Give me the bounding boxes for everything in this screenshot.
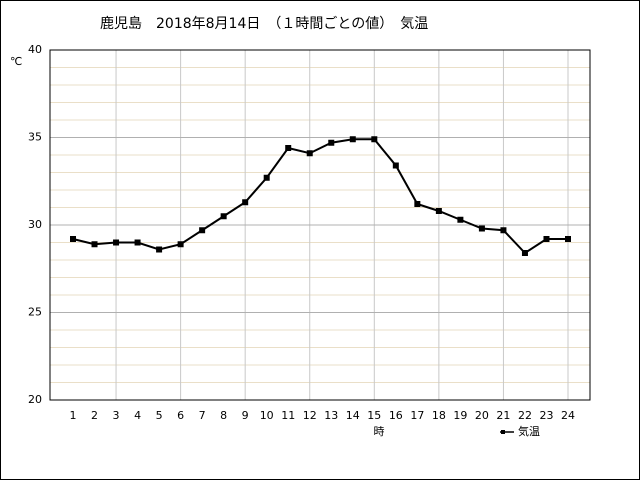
x-tick-label: 6 — [177, 409, 184, 422]
marker — [70, 236, 76, 242]
x-tick-label: 5 — [156, 409, 163, 422]
x-tick-label: 22 — [518, 409, 532, 422]
x-tick-label: 24 — [561, 409, 575, 422]
x-tick-label: 15 — [367, 409, 381, 422]
marker — [435, 208, 442, 214]
marker — [521, 250, 528, 256]
y-tick-label: 40 — [28, 43, 42, 56]
marker — [306, 150, 313, 157]
x-tick-label: 7 — [199, 409, 206, 422]
marker — [285, 145, 292, 151]
x-tick-label: 10 — [260, 409, 274, 422]
line — [72, 138, 568, 255]
x-tick-label: 3 — [113, 409, 120, 422]
marker — [565, 236, 571, 242]
marker — [242, 199, 249, 206]
marker — [349, 136, 356, 143]
y-tick-label: 20 — [28, 393, 42, 406]
y-axis-label: ℃ — [10, 55, 22, 68]
marker — [478, 225, 485, 232]
plot-border — [49, 49, 591, 401]
x-tick-label: 23 — [539, 409, 553, 422]
x-axis-label: 時 — [374, 425, 385, 438]
y-tick-label: 35 — [28, 131, 42, 144]
x-tick-label: 12 — [303, 409, 317, 422]
marker — [414, 201, 421, 207]
x-tick-label: 13 — [324, 409, 338, 422]
x-tick-label: 18 — [432, 409, 446, 422]
legend-label: 気温 — [518, 424, 540, 438]
marker — [500, 227, 507, 234]
x-tick-label: 8 — [220, 409, 227, 422]
x-tick-label: 16 — [389, 409, 403, 422]
marker — [328, 139, 335, 146]
x-tick-label: 20 — [475, 409, 489, 422]
y-tick-label: 30 — [28, 218, 42, 231]
marker — [134, 239, 141, 246]
x-tick-label: 21 — [496, 409, 510, 422]
x-tick-label: 1 — [70, 409, 77, 422]
x-tick-label: 2 — [91, 409, 98, 422]
marker — [263, 174, 270, 181]
y-tick-label: 25 — [28, 306, 42, 319]
marker — [392, 162, 399, 169]
x-tick-label: 14 — [346, 409, 360, 422]
marker — [371, 136, 378, 143]
chart-title: 鹿児島 2018年8月14日 （１時間ごとの値） 気温 — [100, 15, 428, 32]
marker — [113, 239, 120, 246]
legend-marker — [501, 430, 505, 434]
x-tick-label: 9 — [242, 409, 249, 422]
marker — [220, 213, 227, 220]
x-tick-label: 11 — [281, 409, 295, 422]
marker — [457, 216, 464, 223]
marker — [543, 236, 550, 242]
marker — [156, 246, 163, 253]
x-tick-label: 19 — [453, 409, 467, 422]
x-tick-label: 17 — [410, 409, 424, 422]
marker — [177, 241, 184, 248]
marker — [91, 241, 98, 248]
marker — [199, 227, 206, 234]
x-tick-label: 4 — [134, 409, 141, 422]
